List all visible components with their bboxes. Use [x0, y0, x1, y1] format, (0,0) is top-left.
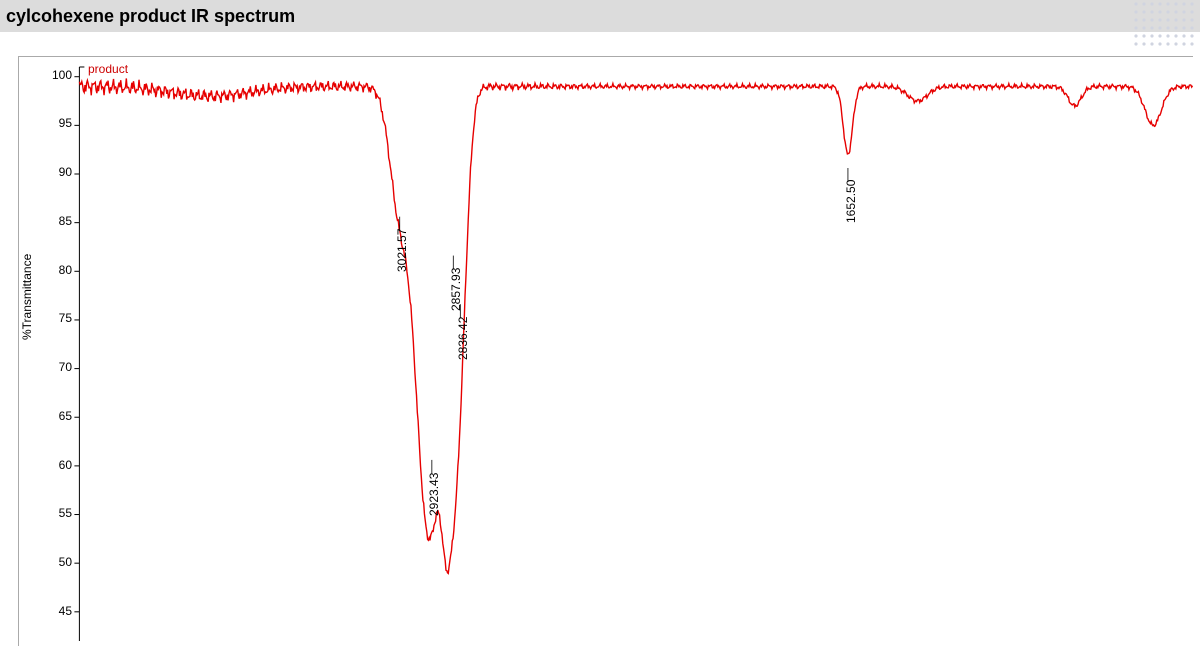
- page-title: cylcohexene product IR spectrum: [6, 6, 295, 27]
- peak-label: 2923.43: [427, 472, 441, 515]
- y-tick-label: 65: [46, 409, 72, 423]
- y-tick-label: 55: [46, 506, 72, 520]
- peak-label: 3021.57: [395, 229, 409, 272]
- y-tick-label: 45: [46, 604, 72, 618]
- peak-label: 2857.93: [449, 268, 463, 311]
- peak-label: 2836.42: [456, 316, 470, 359]
- y-tick-label: 95: [46, 116, 72, 130]
- y-tick-label: 85: [46, 214, 72, 228]
- legend-label: product: [88, 62, 128, 76]
- title-bar: cylcohexene product IR spectrum: [0, 0, 1200, 32]
- y-tick-label: 70: [46, 360, 72, 374]
- chart-frame: [18, 56, 1193, 646]
- y-tick-label: 75: [46, 311, 72, 325]
- peak-label: 1652.50: [844, 180, 858, 223]
- y-tick-label: 50: [46, 555, 72, 569]
- y-tick-label: 60: [46, 458, 72, 472]
- y-tick-label: 90: [46, 165, 72, 179]
- spectrum-plot: [19, 57, 1193, 646]
- y-tick-label: 80: [46, 263, 72, 277]
- page: cylcohexene product IR spectrum %Transmi…: [0, 0, 1200, 648]
- y-tick-label: 100: [46, 68, 72, 82]
